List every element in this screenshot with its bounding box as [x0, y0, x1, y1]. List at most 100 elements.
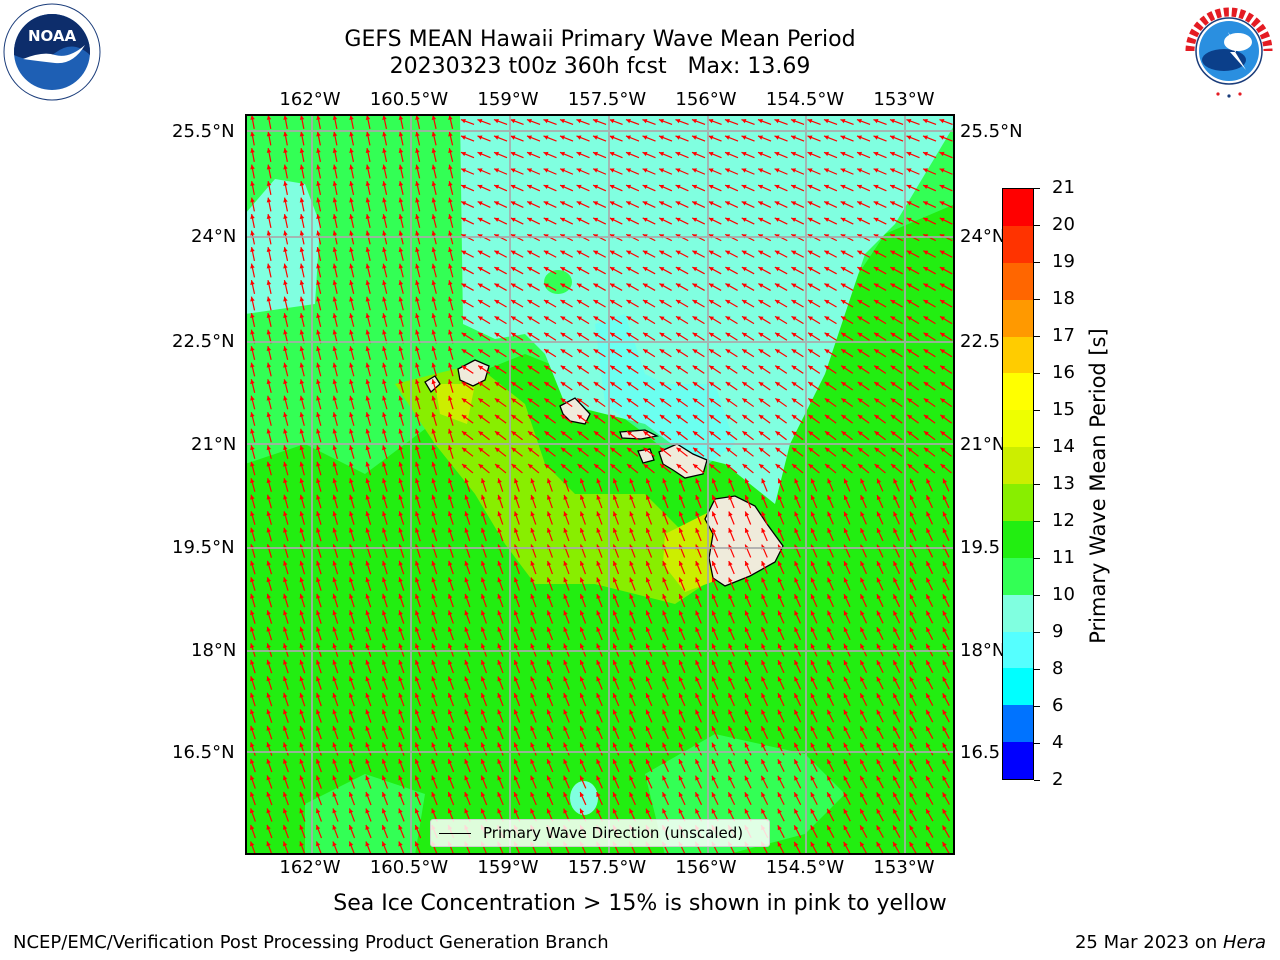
- lat-label-right: 22.5: [960, 331, 1001, 352]
- wave-direction-arrowhead: [691, 135, 697, 140]
- wave-direction-arrowhead: [857, 349, 863, 354]
- wave-direction-arrowhead: [810, 660, 815, 666]
- wave-direction-arrowhead: [890, 168, 896, 173]
- wave-direction-arrowhead: [398, 230, 404, 236]
- wave-direction-arrowhead: [266, 181, 272, 186]
- wave-direction-arrowhead: [332, 346, 338, 352]
- wave-direction-arrowhead: [744, 759, 749, 765]
- wave-direction-arrowhead: [843, 775, 848, 781]
- wave-direction-arrowhead: [513, 808, 519, 814]
- wave-direction-arrowhead: [250, 676, 255, 682]
- wave-direction-arrowhead: [299, 610, 304, 616]
- wave-direction-arrowhead: [299, 709, 304, 715]
- wave-direction-arrowhead: [857, 267, 863, 272]
- wave-direction-arrowhead: [448, 296, 453, 302]
- wave-direction-arrowhead: [775, 365, 781, 370]
- wave-direction-arrowhead: [610, 414, 616, 420]
- wave-direction-arrowhead: [348, 808, 354, 814]
- wave-direction-arrowhead: [480, 692, 486, 698]
- wave-direction-arrowhead: [610, 382, 616, 387]
- wave-direction-arrowhead: [332, 626, 337, 632]
- wave-direction-arrowhead: [758, 365, 764, 370]
- wave-direction-arrowhead: [316, 643, 321, 649]
- wave-direction-arrowhead: [494, 332, 500, 338]
- wave-direction-arrowhead: [857, 365, 863, 370]
- wave-direction-arrowhead: [728, 759, 733, 765]
- wave-direction-arrowhead: [349, 296, 354, 302]
- wave-direction-arrowhead: [332, 379, 338, 385]
- wave-direction-arrowhead: [447, 775, 453, 781]
- wave-direction-arrowhead: [431, 445, 436, 451]
- wave-direction-arrowhead: [876, 660, 881, 666]
- wave-direction-arrowhead: [513, 610, 519, 616]
- wave-direction-arrowhead: [398, 725, 403, 731]
- wave-direction-arrowhead: [593, 168, 599, 173]
- wave-direction-arrowhead: [777, 528, 783, 534]
- wave-direction-arrowhead: [708, 201, 714, 206]
- wave-direction-arrowhead: [464, 626, 469, 632]
- wave-direction-arrowhead: [283, 577, 288, 583]
- wave-direction-arrowhead: [511, 447, 517, 453]
- wave-direction-arrowhead: [382, 379, 387, 385]
- wave-direction-arrowhead: [794, 759, 799, 765]
- wave-direction-arrowhead: [365, 643, 370, 649]
- wave-direction-arrowhead: [316, 692, 321, 698]
- wave-direction-arrowhead: [695, 792, 700, 798]
- wave-direction-arrowhead: [860, 643, 865, 649]
- wave-direction-arrowhead: [629, 478, 634, 484]
- wave-direction-arrowhead: [791, 414, 797, 420]
- wave-direction-arrowhead: [365, 280, 371, 286]
- colorbar-tick-label: 15: [1052, 399, 1075, 420]
- wave-direction-arrowhead: [448, 197, 453, 203]
- wave-direction-arrowhead: [876, 511, 882, 517]
- wave-direction-arrowhead: [612, 478, 618, 484]
- wave-direction-arrowhead: [695, 676, 700, 682]
- wave-direction-arrowhead: [840, 151, 846, 157]
- wave-direction-arrowhead: [497, 759, 502, 765]
- wave-direction-arrowhead: [909, 511, 914, 517]
- wave-direction-arrowhead: [577, 316, 582, 321]
- colorbar-tick-label: 17: [1052, 325, 1075, 346]
- wave-direction-arrowhead: [579, 808, 585, 814]
- wave-direction-arrowhead: [761, 693, 766, 699]
- wave-direction-arrowhead: [725, 168, 731, 173]
- wave-direction-arrowhead: [893, 709, 898, 715]
- chart-title-line1: GEFS MEAN Hawaii Primary Wave Mean Perio…: [344, 27, 856, 52]
- wave-direction-arrowhead: [810, 759, 815, 765]
- wave-direction-arrowhead: [626, 365, 632, 370]
- wave-direction-arrowhead: [382, 296, 387, 302]
- wave-direction-arrowhead: [283, 511, 288, 517]
- wave-direction-arrowhead: [398, 395, 403, 401]
- wave-direction-arrowhead: [758, 184, 764, 190]
- wave-direction-arrowhead: [678, 478, 684, 484]
- wave-direction-arrowhead: [807, 135, 813, 140]
- wave-direction-arrowhead: [777, 742, 782, 748]
- wave-direction-arrowhead: [544, 464, 550, 469]
- wave-direction-arrowhead: [494, 151, 500, 157]
- wave-direction-arrowhead: [461, 250, 467, 255]
- wave-direction-arrowhead: [775, 332, 781, 338]
- wave-direction-arrowhead: [629, 808, 634, 814]
- wave-direction-arrowhead: [843, 660, 848, 666]
- wave-direction-arrowhead: [250, 296, 255, 302]
- wave-direction-arrowhead: [349, 527, 354, 533]
- wave-direction-arrowhead: [774, 267, 780, 272]
- wave-direction-arrowhead: [860, 693, 865, 699]
- wave-direction-arrowhead: [530, 659, 535, 665]
- wave-direction-arrowhead: [431, 808, 436, 814]
- wave-direction-arrowhead: [349, 577, 354, 583]
- wave-direction-arrowhead: [759, 447, 764, 453]
- wave-direction-arrowhead: [876, 759, 881, 765]
- wave-direction-arrowhead: [461, 414, 467, 420]
- wave-direction-arrowhead: [642, 151, 648, 157]
- wave-direction-arrowhead: [493, 135, 499, 140]
- wave-direction-arrowhead: [658, 135, 664, 140]
- wave-direction-arrowhead: [807, 118, 813, 124]
- wave-direction-arrowhead: [250, 742, 255, 748]
- wave-direction-arrowhead: [382, 214, 387, 220]
- wave-direction-arrowhead: [643, 447, 649, 453]
- wave-direction-arrowhead: [860, 742, 865, 748]
- wave-direction-arrowhead: [629, 643, 634, 649]
- wave-direction-arrowhead: [477, 184, 483, 190]
- wave-direction-arrowhead: [893, 643, 898, 649]
